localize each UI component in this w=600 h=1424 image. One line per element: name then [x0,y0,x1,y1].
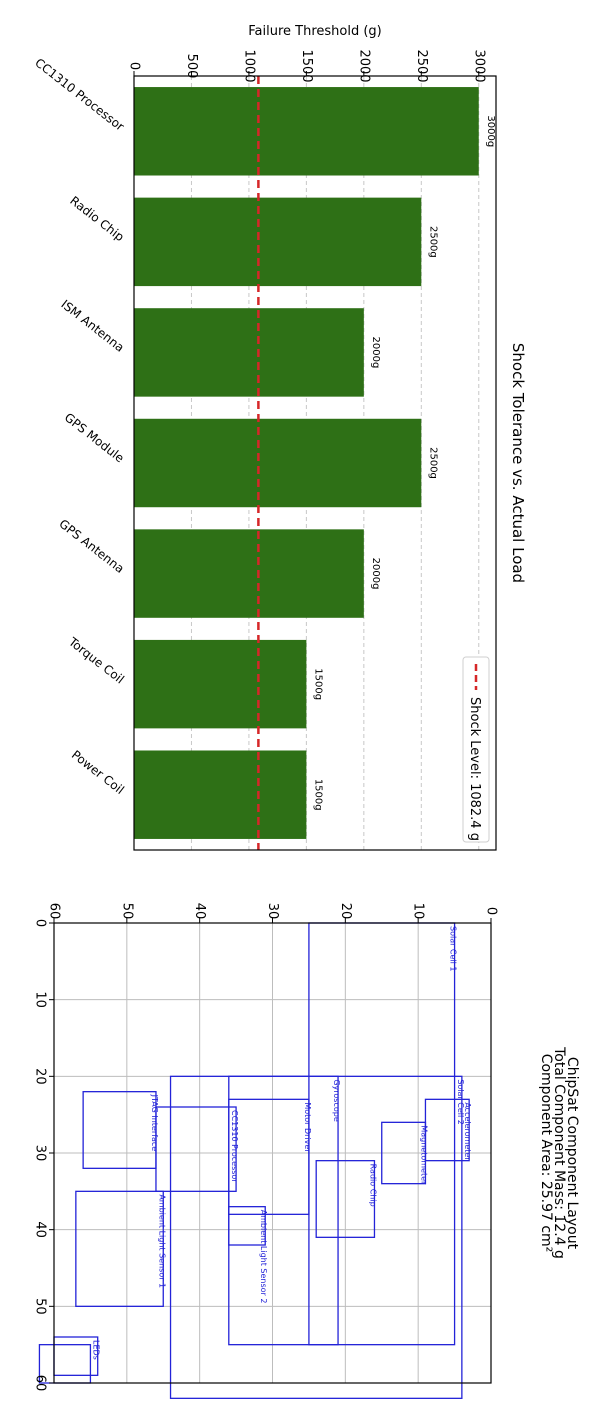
component-rect [75,1190,164,1307]
tick-label: 500 [184,54,199,79]
tick-label: 2000 [356,49,371,82]
value-label: 2500g [427,447,438,479]
component-rect [381,1121,427,1185]
bar [134,87,479,176]
legend: Shock Level: 1082.4 g [462,656,490,843]
component-label: Radio Chip [368,1164,377,1207]
category-label: CC1310 Processor [32,56,126,134]
value-label: 3000g [485,115,496,147]
tick-label: 3000 [471,49,486,82]
tick-label: 10 [33,991,48,1008]
y-axis-label: Failure Threshold (g) [248,24,382,39]
value-label: 1500g [312,668,323,700]
component-label: Accelerometer [463,1102,472,1161]
bars [134,87,479,839]
tick-label: 60 [33,1375,48,1392]
category-label: ISM Antenna [58,297,126,355]
component-rect [315,1160,376,1238]
tick-label: 60 [47,903,62,920]
category-label: Torque Coil [65,634,127,686]
layout-x-ticks: 0 10 20 30 40 50 60 [33,919,54,1392]
tick-label: 10 [411,903,426,920]
tick-label: 30 [33,1145,48,1162]
tick-label: 40 [33,1221,48,1238]
tick-label: 20 [338,903,353,920]
tick-label: 30 [265,903,280,920]
tick-label: 1500 [299,49,314,82]
component-label: CC1310 Processor [230,1110,239,1183]
component-rect [82,1091,157,1169]
component-rect [53,1336,99,1376]
category-label: GPS Module [62,410,127,465]
value-label: 1500g [312,779,323,811]
legend-label: Shock Level: 1082.4 g [467,697,482,841]
category-labels: CC1310 Processor Radio Chip ISM Antenna GPS… [32,56,126,798]
tick-label: 50 [119,903,134,920]
component-label: Ambient Light Sensor 2 [259,1210,268,1304]
bar [134,639,307,729]
component-rect [228,1075,339,1346]
value-label: 2000g [370,558,381,590]
component-label: Gyroscope [332,1079,341,1121]
bar [134,529,364,618]
tick-label: 0 [33,919,48,927]
tick-label: 20 [33,1068,48,1085]
bar [134,418,422,508]
tick-label: 40 [192,903,207,920]
category-label: GPS Antenna [56,517,126,576]
component-label: Ambient Light Sensor 1 [157,1194,166,1288]
bar [134,308,364,397]
category-label: Power Coil [69,748,127,798]
legend-box [462,656,490,843]
tick-label: 0 [127,62,142,70]
tick-label: 2500 [414,49,429,82]
component-label: Motor Driver [303,1102,312,1153]
tick-label: 50 [33,1298,48,1315]
component-label: LEDs [92,1340,101,1360]
shock-tolerance-chart: 0 500 1000 1500 2000 2500 3000 CC1310 Processo… [32,24,527,851]
tick-label: 1000 [241,49,256,82]
layout-title-line: Component Area: 25.97 cm² [538,1054,554,1253]
tick-label: 0 [484,907,499,915]
value-axis-ticks: 0 500 1000 1500 2000 2500 3000 [127,49,487,82]
component-label: Solar Cell 1 [449,926,458,972]
layout-title-line: Total Component Mass: 12.4 g [551,1046,567,1259]
component-label: Solar Cell 2 [456,1079,465,1125]
category-label: Radio Chip [67,193,126,244]
bar [134,197,422,287]
bar [134,750,307,839]
bar-value-labels: 3000g 2500g 2000g 2500g 2000g 1500g 1500g [312,115,495,810]
layout-y-ticks: 0 10 20 30 40 50 60 [47,903,499,923]
component-rect [155,1106,237,1192]
component-rect [228,1098,310,1215]
plot-frame [133,75,497,851]
component-label: JTAG Interface [150,1094,159,1152]
value-label: 2000g [370,337,381,369]
value-label: 2500g [427,226,438,258]
layout-title-line: ChipSat Component Layout [564,1057,580,1250]
chart-title: Shock Tolerance vs. Actual Load [509,343,527,583]
component-label: Magnetometer [419,1125,428,1185]
